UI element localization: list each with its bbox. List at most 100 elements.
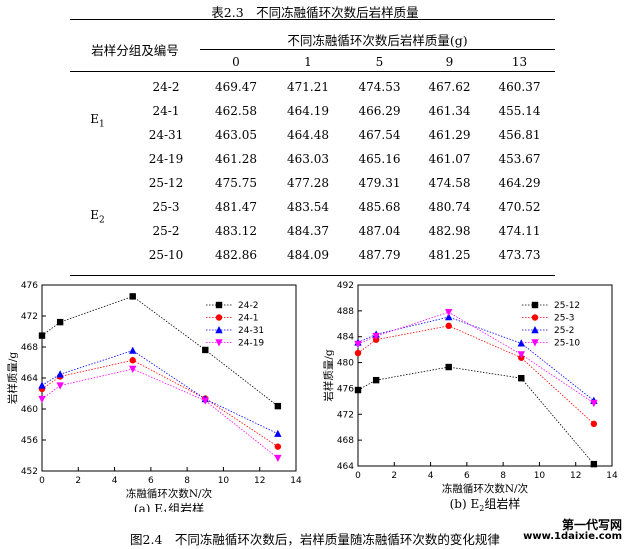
table-cell: 463.05 [215,128,257,142]
table-cell: 470.52 [498,200,541,214]
y-tick-label: 464 [21,374,38,384]
marker-circle [274,443,282,450]
marker-circle [590,420,598,428]
table-caption: 表2.3 不同冻融循环次数后岩样质量 [211,5,419,20]
marker-triangle-up [445,313,453,321]
marker-triangle-down [274,454,282,463]
marker-triangle-down [517,351,525,359]
group-label: E1 [75,112,120,129]
sample-id: 25-2 [152,224,180,238]
caption-suffix: 组岩样 [484,496,520,511]
table-cell: 483.12 [215,224,257,238]
table-cell: 461.34 [428,104,471,118]
table-cell: 463.03 [287,152,329,166]
marker-square [202,346,209,354]
x-tick-label: 0 [355,471,361,481]
marker-triangle-up [38,381,46,389]
table-cell: 462.58 [215,104,257,118]
legend-label: 24-2 [238,301,258,311]
plot-frame [357,284,613,467]
table-cell: 461.29 [428,128,471,142]
table-cell: 455.14 [498,104,541,118]
marker-triangle-down [590,399,598,408]
table-cell: 469.47 [215,80,257,94]
x-tick-label: 2 [391,471,397,481]
y-tick-label: 452 [21,467,38,477]
marker-square [518,375,525,382]
cycle-header: 5 [375,55,384,69]
watermark-line2: www.1daixie.com [523,531,622,542]
table-cell: 481.25 [428,248,471,262]
watermark-line1: 第一代写网 [561,518,622,532]
col-group-header: 不同冻融循环次数后岩样质量(g) [287,33,468,48]
cycle-header: 13 [511,55,528,69]
legend-label: 25-12 [554,301,580,311]
table-cell: 482.98 [428,224,471,238]
table-cell: 487.79 [358,248,401,262]
marker-circle [354,349,362,357]
marker-square [590,460,598,468]
sample-id: 24-19 [148,152,184,166]
marker-triangle-down [354,340,362,349]
sample-id: 24-2 [152,80,180,94]
table-cell: 483.54 [287,200,329,214]
table-cell: 460.37 [498,80,541,94]
marker-square [38,332,46,339]
marker-circle [531,314,539,321]
group-name: E [90,208,100,222]
y-tick-label: 480 [337,359,354,369]
table-bottom-rule [70,275,555,276]
y-tick-label: 492 [337,281,354,291]
legend-label: 24-31 [238,326,264,336]
x-tick-label: 4 [112,476,118,486]
x-tick-label: 14 [606,471,618,481]
x-tick-label: 6 [148,476,154,486]
y-tick-label: 456 [21,436,38,446]
caption-sub: 1 [163,509,168,512]
marker-circle [445,322,452,330]
marker-square [274,402,282,410]
x-tick-label: 0 [39,476,45,486]
marker-triangle-up [215,326,223,334]
caption-prefix: (a) E [134,502,163,512]
y-tick-label: 468 [337,436,354,446]
marker-circle [129,357,136,364]
sample-id: 25-12 [148,176,184,190]
x-tick-label: 4 [428,471,434,481]
table-cell: 485.68 [358,200,401,214]
marker-square [445,363,452,371]
series-line-24-1 [41,359,279,447]
table-cell: 487.04 [358,224,401,238]
series-line-24-19 [41,368,279,459]
table-cell: 467.54 [358,128,401,142]
table-group-rule [200,49,555,50]
marker-triangle-up [56,370,64,378]
table-cell: 464.48 [287,128,329,142]
table-cell: 461.07 [428,152,471,166]
chart-caption: (b) E2组岩样 [450,496,521,512]
table-cell: 475.75 [215,176,257,190]
table-cell: 461.28 [215,152,257,166]
legend-label: 25-2 [554,326,574,336]
group-sub: 1 [99,119,105,130]
table-cell: 482.86 [215,248,257,262]
caption-sub: 2 [479,504,484,512]
y-tick-label: 472 [21,312,38,322]
x-tick-label: 8 [500,471,506,481]
cycle-header: 1 [304,55,312,69]
x-tick-label: 6 [464,471,470,481]
row-header: 岩样分组及编号 [91,43,179,58]
group-label: E2 [75,208,120,225]
marker-triangle-up [517,339,525,347]
marker-triangle-down [372,332,380,341]
marker-circle [215,314,223,321]
table-cell: 474.58 [428,176,471,190]
marker-triangle-down [215,339,223,347]
y-tick-label: 464 [337,462,354,472]
marker-triangle-down [129,365,137,374]
figure-caption: 图2.4 不同冻融循环次数后，岩样质量随冻融循环次数的变化规律 [130,532,500,547]
cycle-header: 9 [445,55,454,69]
x-axis-label: 冻融循环次数N/次 [126,487,213,500]
marker-square [215,301,223,309]
chart-caption: (a) E1组岩样 [134,501,204,512]
